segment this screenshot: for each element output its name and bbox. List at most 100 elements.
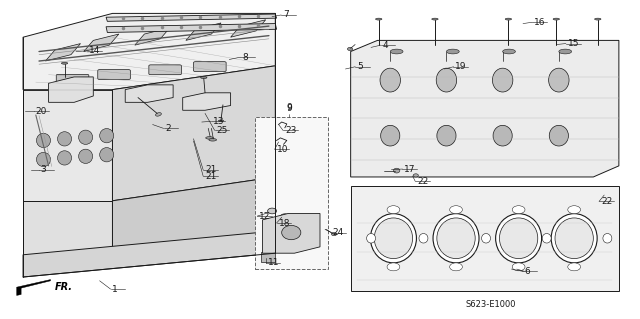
Ellipse shape: [436, 68, 457, 92]
Ellipse shape: [390, 49, 403, 54]
Text: 14: 14: [89, 46, 100, 56]
Text: 19: 19: [456, 62, 467, 71]
Polygon shape: [113, 177, 275, 255]
Text: 11: 11: [268, 258, 279, 267]
FancyBboxPatch shape: [193, 62, 226, 71]
Text: 22: 22: [417, 177, 428, 186]
Ellipse shape: [218, 120, 223, 122]
Ellipse shape: [433, 214, 479, 263]
Ellipse shape: [419, 234, 428, 243]
Bar: [261, 252, 275, 262]
Text: 17: 17: [404, 165, 416, 174]
Ellipse shape: [605, 194, 610, 197]
Text: 9: 9: [287, 104, 292, 114]
Polygon shape: [45, 44, 81, 61]
Ellipse shape: [499, 218, 538, 259]
Ellipse shape: [268, 208, 276, 214]
Polygon shape: [113, 66, 275, 201]
Ellipse shape: [58, 151, 72, 165]
Ellipse shape: [559, 49, 572, 54]
Text: 21: 21: [205, 172, 216, 181]
Ellipse shape: [394, 168, 400, 173]
Ellipse shape: [205, 137, 213, 139]
Ellipse shape: [505, 18, 511, 20]
Polygon shape: [17, 279, 51, 295]
Ellipse shape: [568, 206, 580, 214]
Text: 8: 8: [242, 53, 248, 62]
Ellipse shape: [280, 214, 289, 219]
Text: 25: 25: [216, 126, 228, 135]
Polygon shape: [106, 24, 276, 33]
Polygon shape: [262, 213, 320, 253]
Text: S623-E1000: S623-E1000: [466, 300, 516, 308]
Text: 1: 1: [113, 285, 118, 293]
Polygon shape: [23, 201, 113, 255]
Ellipse shape: [555, 218, 593, 259]
Ellipse shape: [548, 68, 569, 92]
Ellipse shape: [447, 49, 460, 54]
Text: 24: 24: [333, 228, 344, 237]
Polygon shape: [351, 41, 619, 177]
Ellipse shape: [282, 226, 301, 240]
Text: 10: 10: [276, 145, 288, 154]
Ellipse shape: [380, 68, 401, 92]
Polygon shape: [84, 34, 119, 51]
Polygon shape: [135, 28, 170, 45]
Ellipse shape: [551, 214, 597, 263]
Ellipse shape: [36, 152, 51, 167]
Text: 20: 20: [36, 107, 47, 116]
Ellipse shape: [542, 234, 551, 243]
Ellipse shape: [553, 18, 559, 20]
Text: 5: 5: [357, 62, 363, 71]
Ellipse shape: [603, 234, 612, 243]
Ellipse shape: [493, 125, 512, 146]
Ellipse shape: [549, 125, 568, 146]
Ellipse shape: [568, 263, 580, 271]
Ellipse shape: [61, 62, 68, 64]
Ellipse shape: [437, 218, 475, 259]
Ellipse shape: [595, 18, 601, 20]
Polygon shape: [125, 85, 173, 102]
Ellipse shape: [79, 130, 93, 145]
Ellipse shape: [374, 218, 413, 259]
Polygon shape: [49, 77, 93, 102]
Polygon shape: [182, 93, 230, 110]
Ellipse shape: [512, 263, 525, 271]
Text: FR.: FR.: [55, 282, 73, 292]
Text: 13: 13: [212, 117, 224, 126]
Ellipse shape: [512, 206, 525, 214]
Text: 18: 18: [278, 219, 290, 227]
Polygon shape: [230, 20, 266, 37]
Text: 2: 2: [166, 124, 171, 133]
Text: 3: 3: [40, 165, 46, 174]
Ellipse shape: [437, 125, 456, 146]
Ellipse shape: [156, 113, 161, 116]
Polygon shape: [106, 14, 276, 21]
Ellipse shape: [371, 214, 417, 263]
FancyBboxPatch shape: [98, 70, 131, 79]
Ellipse shape: [381, 125, 400, 146]
Polygon shape: [186, 23, 221, 41]
Ellipse shape: [450, 206, 463, 214]
FancyBboxPatch shape: [56, 74, 89, 84]
Ellipse shape: [376, 18, 382, 20]
Text: 21: 21: [205, 165, 216, 174]
Ellipse shape: [413, 174, 419, 177]
Ellipse shape: [348, 48, 353, 50]
Ellipse shape: [209, 138, 216, 141]
Ellipse shape: [36, 133, 51, 148]
Text: 12: 12: [259, 211, 271, 220]
Ellipse shape: [492, 68, 513, 92]
Text: 23: 23: [285, 126, 296, 135]
Ellipse shape: [100, 148, 114, 162]
Text: 15: 15: [568, 39, 579, 48]
Text: 4: 4: [383, 41, 388, 50]
Ellipse shape: [200, 77, 207, 78]
Polygon shape: [351, 186, 619, 291]
Text: 7: 7: [283, 11, 289, 19]
Text: 16: 16: [534, 18, 545, 27]
Polygon shape: [23, 90, 113, 201]
Bar: [255, 117, 328, 269]
Ellipse shape: [502, 49, 515, 54]
Ellipse shape: [450, 263, 463, 271]
